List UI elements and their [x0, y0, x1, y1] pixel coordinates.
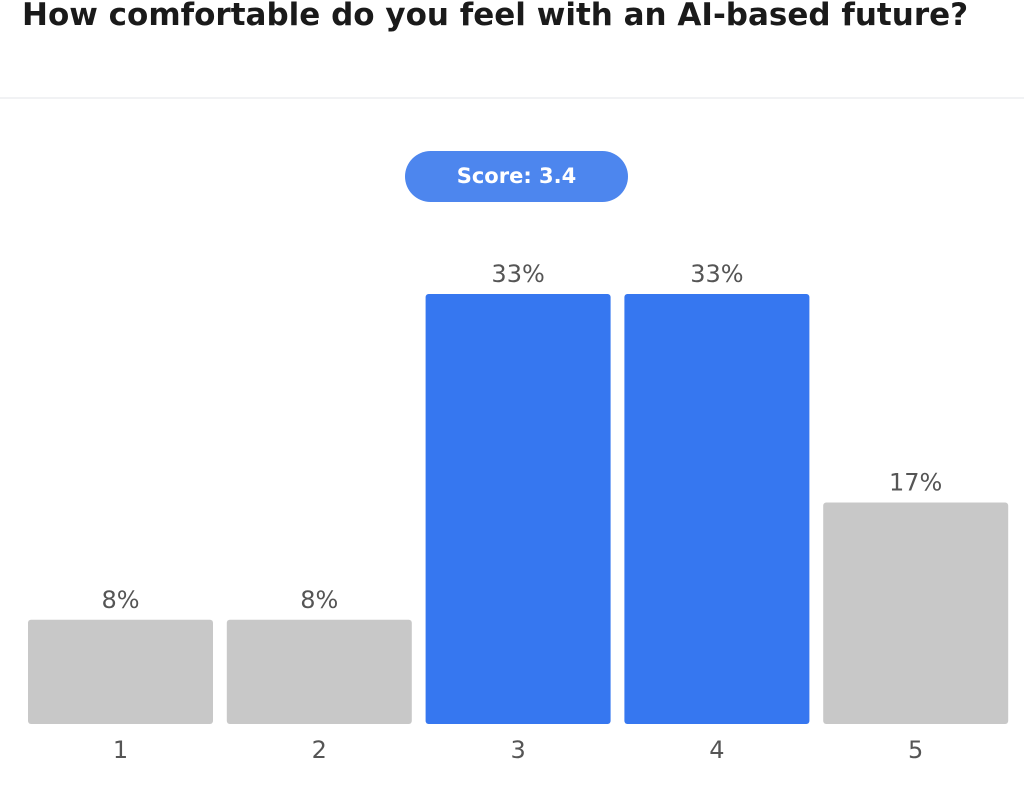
title-divider — [0, 97, 1024, 99]
category-label-4: 4 — [709, 736, 724, 764]
category-label-5: 5 — [908, 736, 923, 764]
category-label-2: 2 — [312, 736, 327, 764]
score-badge: Score: 3.4 — [405, 151, 628, 202]
bar-1 — [28, 619, 213, 724]
category-labels-layer: 1 2 3 4 5 — [113, 736, 923, 764]
bar-3 — [425, 294, 611, 724]
value-label-3: 33% — [491, 260, 544, 288]
value-labels-layer: 8% 8% 33% 33% 17% — [101, 260, 942, 614]
value-label-2: 8% — [300, 586, 338, 614]
category-label-1: 1 — [113, 736, 128, 764]
value-label-4: 33% — [690, 260, 743, 288]
value-label-1: 8% — [101, 586, 139, 614]
bars-layer — [28, 294, 1009, 724]
value-label-5: 17% — [889, 468, 942, 496]
question-title: How comfortable do you feel with an AI-b… — [22, 0, 969, 33]
bar-5 — [823, 502, 1009, 724]
bar-2 — [226, 619, 412, 724]
bar-4 — [624, 294, 810, 724]
category-label-3: 3 — [510, 736, 525, 764]
